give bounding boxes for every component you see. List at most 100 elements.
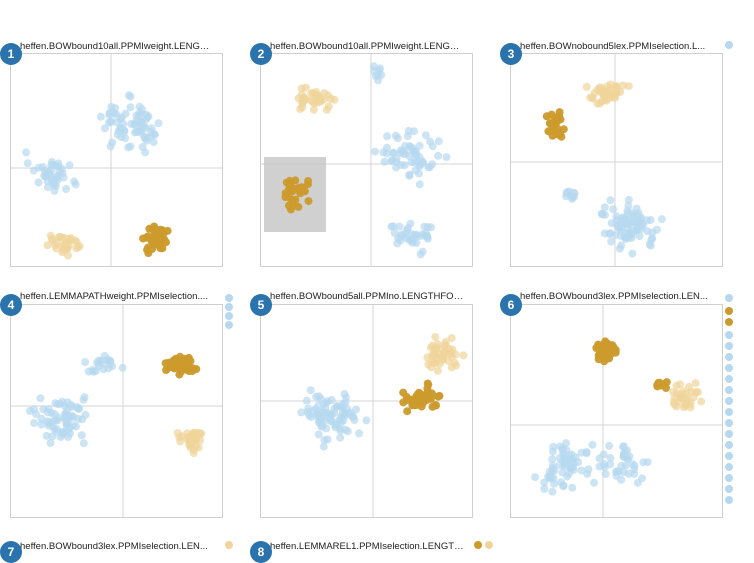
- scatter-point: [104, 364, 113, 373]
- legend-dot: [225, 541, 233, 549]
- legend-dot: [725, 485, 733, 493]
- scatter-point: [62, 185, 71, 193]
- scatter-svg[interactable]: [511, 54, 723, 267]
- scatter-point: [565, 187, 574, 196]
- scatter-point: [188, 367, 197, 375]
- scatter-point: [125, 91, 133, 100]
- scatter-point: [648, 228, 657, 237]
- scatter-point: [628, 218, 637, 227]
- scatter-point: [548, 455, 557, 464]
- scatter-point: [424, 393, 433, 401]
- scatter-point: [61, 410, 70, 419]
- panel-title: heffen.LEMMAPATHweight.PPMIselection....: [20, 291, 208, 302]
- scatter-plot[interactable]: [260, 304, 473, 518]
- scatter-point: [414, 396, 422, 405]
- panel-number-badge[interactable]: 8: [250, 541, 272, 563]
- scatter-plot[interactable]: [260, 53, 473, 267]
- scatter-point: [312, 392, 321, 401]
- scatter-point: [54, 413, 63, 422]
- panel-number-badge[interactable]: 6: [500, 294, 522, 316]
- scatter-plot[interactable]: [510, 53, 723, 267]
- scatter-point: [154, 119, 163, 128]
- scatter-point: [126, 103, 135, 112]
- scatter-point: [598, 87, 606, 96]
- scatter-point: [422, 229, 431, 238]
- scatter-point: [285, 176, 294, 185]
- scatter-point: [43, 241, 52, 250]
- legend-dot: [725, 386, 733, 394]
- scatter-point: [79, 439, 88, 448]
- legend-dot: [225, 294, 233, 302]
- scatter-svg[interactable]: [261, 54, 473, 267]
- scatter-point: [531, 473, 540, 482]
- scatter-point: [190, 445, 198, 454]
- scatter-point: [549, 124, 558, 133]
- scatter-svg[interactable]: [11, 305, 223, 518]
- scatter-point: [314, 430, 323, 439]
- scatter-point: [341, 425, 350, 434]
- scatter-point: [448, 345, 457, 354]
- scatter-point: [41, 167, 50, 176]
- scatter-point: [296, 189, 305, 198]
- scatter-svg[interactable]: [11, 54, 223, 267]
- panel-number-badge[interactable]: 7: [0, 541, 22, 563]
- scatter-point: [138, 142, 147, 151]
- scatter-point: [336, 433, 345, 442]
- scatter-svg[interactable]: [511, 305, 723, 518]
- panel-title: heffen.LEMMAREL1.PPMIselection.LENGTH...: [270, 541, 465, 552]
- scatter-svg[interactable]: [261, 305, 473, 518]
- scatter-point: [628, 460, 637, 469]
- scatter-point: [79, 395, 88, 404]
- panel-number-badge[interactable]: 4: [0, 294, 22, 316]
- scatter-point: [153, 239, 162, 248]
- scatter-plot[interactable]: [510, 304, 723, 518]
- scatter-point: [106, 356, 115, 365]
- scatter-point: [66, 236, 75, 245]
- scatter-point: [59, 173, 68, 182]
- scatter-point: [147, 124, 156, 133]
- scatter-point: [582, 449, 591, 458]
- scatter-point: [423, 379, 432, 388]
- scatter-point: [630, 469, 639, 478]
- scatter-point: [319, 442, 328, 451]
- panel-number-badge[interactable]: 5: [250, 294, 272, 316]
- scatter-point: [569, 465, 578, 474]
- scatter-point: [98, 359, 107, 368]
- scatter-point: [324, 102, 333, 111]
- scatter-point: [149, 138, 158, 147]
- scatter-point: [548, 447, 557, 456]
- scatter-plot[interactable]: [10, 53, 223, 267]
- panel-title: heffen.BOWbound10all.PPMIweight.LENGTH..…: [20, 41, 215, 52]
- panel-number-badge[interactable]: 2: [250, 43, 272, 65]
- scatter-point: [65, 161, 74, 170]
- scatter-point: [308, 97, 317, 106]
- scatter-point: [568, 194, 576, 203]
- scatter-point: [167, 362, 176, 371]
- scatter-point: [43, 408, 52, 417]
- legend-dot: [725, 41, 733, 49]
- panel-number-badge[interactable]: 3: [500, 43, 522, 65]
- scatter-point: [163, 226, 172, 235]
- scatter-point: [332, 420, 341, 429]
- panel-title: heffen.BOWbound10all.PPMIweight.LENGTH..…: [270, 41, 465, 52]
- scatter-point: [64, 251, 72, 260]
- legend-dot: [225, 321, 233, 329]
- panel-title: heffen.BOWnobound5lex.PPMIselection.L...: [520, 41, 706, 52]
- scatter-point: [395, 222, 404, 231]
- brush-selection[interactable]: [264, 157, 326, 232]
- scatter-point: [595, 341, 604, 350]
- scatter-point: [607, 237, 616, 246]
- scatter-point: [30, 419, 39, 427]
- scatter-point: [559, 482, 568, 491]
- scatter-point: [647, 235, 656, 244]
- scatter-point: [452, 361, 461, 370]
- panel-number-badge[interactable]: 1: [0, 43, 22, 65]
- panel-title: heffen.BOWbound3lex.PPMIselection.LEN...: [20, 541, 208, 552]
- scatter-plot[interactable]: [10, 304, 223, 518]
- scatter-point: [600, 203, 609, 212]
- scatter-point: [339, 416, 348, 425]
- scatter-point: [431, 333, 440, 341]
- scatter-point: [119, 120, 128, 128]
- scatter-point: [100, 352, 109, 360]
- scatter-point: [577, 466, 586, 475]
